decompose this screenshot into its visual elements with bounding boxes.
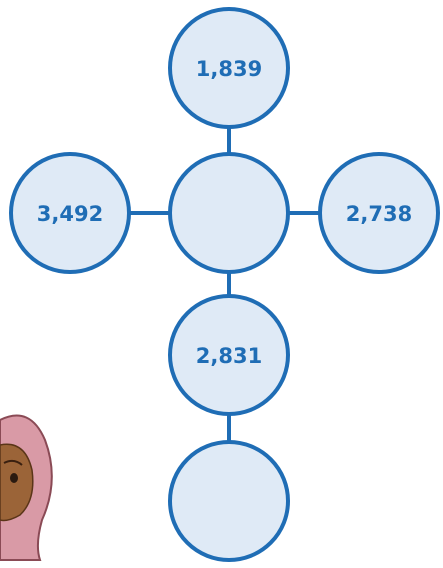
character [0,416,52,561]
node-label: 2,738 [346,202,412,226]
node-center [170,154,288,272]
eye [10,473,18,483]
page: {"nodes": [{"label": "1,839"}, {"label":… [0,0,443,568]
node-label: 2,831 [196,344,262,368]
node-empty [170,442,288,560]
diagram: 1,839 3,492 2,738 2,831 [0,0,443,568]
node-label: 1,839 [196,57,262,81]
node-label: 3,492 [37,202,103,226]
